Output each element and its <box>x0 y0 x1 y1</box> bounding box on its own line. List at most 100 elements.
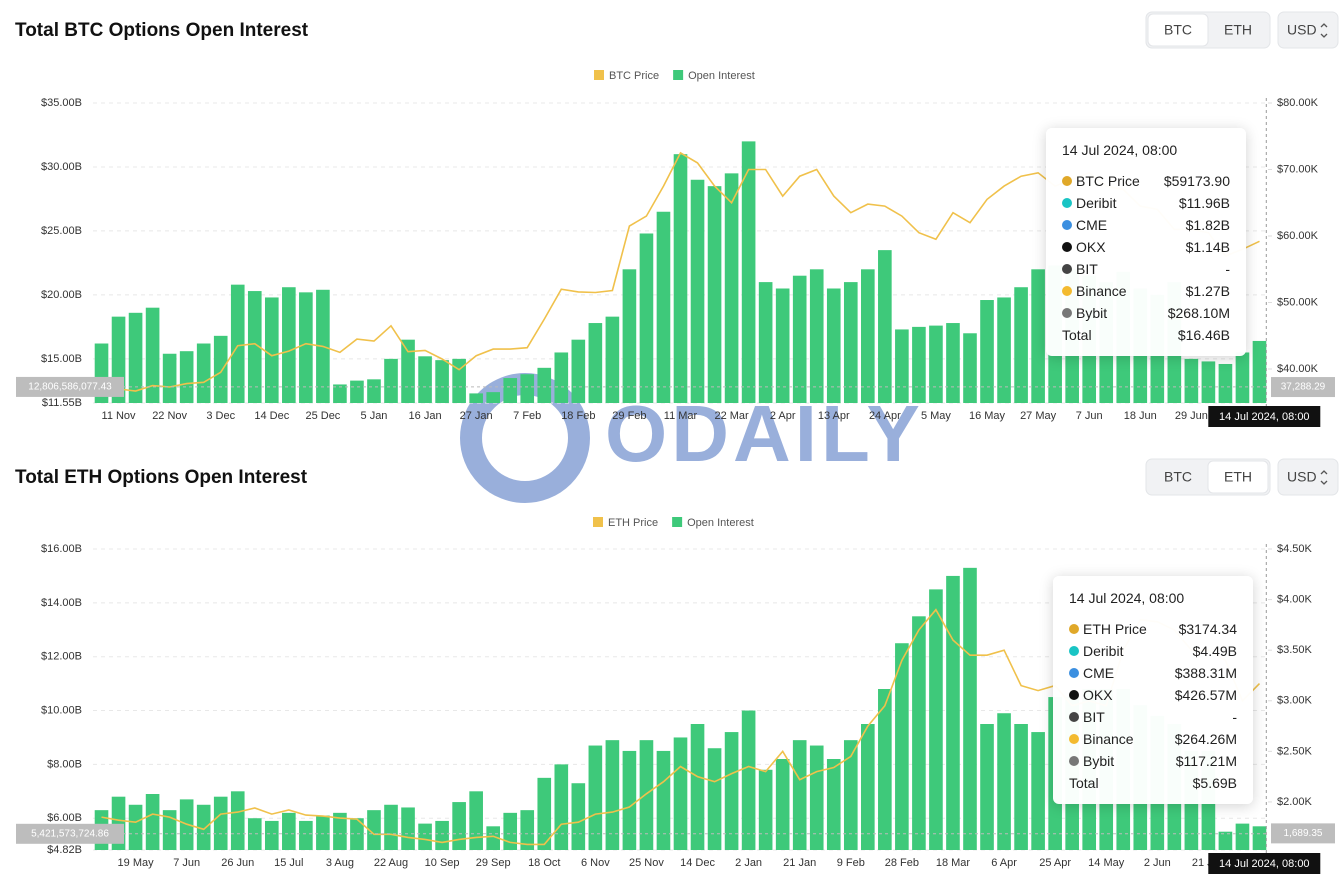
x-tick-label: 14 Dec <box>254 410 289 422</box>
bar <box>997 713 1011 850</box>
bar <box>384 358 398 403</box>
tooltip-row: BIT - <box>1062 258 1230 280</box>
bar <box>384 804 398 850</box>
x-tick-label: 6 Apr <box>991 857 1017 869</box>
y-tick-label: $20.00B <box>41 289 82 301</box>
x-tick-label: 28 Feb <box>885 857 919 869</box>
tooltip-row: OKX $1.14B <box>1062 236 1230 258</box>
tooltip-icon <box>1069 734 1079 744</box>
legend-label: Open Interest <box>687 517 754 529</box>
x-tick-label: 29 Jun <box>1175 410 1208 422</box>
x-tick-label: 25 Apr <box>1039 857 1071 869</box>
x-tick-label: 2 Jan <box>735 857 762 869</box>
tooltip-name: Binance <box>1083 731 1134 747</box>
tooltip-name: OKX <box>1076 239 1106 255</box>
x-tick-label: 25 Dec <box>305 410 340 422</box>
x-tick-label: 27 May <box>1020 410 1057 422</box>
bar <box>1014 287 1028 403</box>
x-tick-label: 15 Jul <box>274 857 303 869</box>
bar <box>792 275 807 403</box>
bar <box>1235 823 1250 850</box>
crosshair-x-box <box>1208 406 1321 427</box>
currency-select[interactable] <box>1277 11 1339 49</box>
coin-button[interactable]: BTC <box>1164 469 1192 485</box>
x-tick-label: 18 Jun <box>1124 410 1157 422</box>
tooltip-icon <box>1062 220 1072 230</box>
bar <box>963 567 977 850</box>
tooltip-row: BTC Price $59173.90 <box>1062 170 1230 192</box>
tooltip-value: $3174.34 <box>1178 621 1237 637</box>
tooltip-value: $59173.90 <box>1163 173 1230 189</box>
bar <box>128 312 143 403</box>
bar <box>299 292 313 403</box>
tooltip-icon <box>1062 264 1072 274</box>
tooltip-name: ETH Price <box>1083 621 1147 637</box>
bar <box>775 288 790 403</box>
tooltip-icon <box>1069 646 1079 656</box>
bar <box>571 783 586 850</box>
tooltip-value: $264.26M <box>1174 731 1237 747</box>
crosshair-x-label: 14 Jul 2024, 08:00 <box>1219 858 1310 870</box>
bar <box>452 358 466 403</box>
currency-select[interactable] <box>1277 458 1339 496</box>
y-tick-label: $12.00B <box>41 651 82 663</box>
x-tick-label: 7 Jun <box>173 857 200 869</box>
tooltip-name: Bybit <box>1076 305 1108 321</box>
tooltip-row: Bybit $117.21M <box>1069 750 1237 772</box>
bar <box>605 316 620 403</box>
tooltip-value: $4.49B <box>1192 643 1237 659</box>
tooltip-icon <box>1069 690 1079 700</box>
y2-tick-label: $3.50K <box>1277 644 1313 656</box>
x-tick-label: 27 Jan <box>460 410 493 422</box>
coin-button[interactable]: BTC <box>1164 22 1192 38</box>
tooltip-name: CME <box>1076 217 1108 233</box>
currency-label: USD <box>1287 22 1317 38</box>
bar <box>486 392 500 403</box>
bar <box>299 820 313 850</box>
tooltip-value: $1.27B <box>1185 283 1230 299</box>
bar <box>282 287 296 403</box>
x-tick-label: 5 May <box>921 410 951 422</box>
tooltip-value: $5.69B <box>1192 775 1237 791</box>
coin-button-active <box>1207 460 1269 494</box>
bar <box>690 179 705 403</box>
bar <box>1218 363 1233 403</box>
bar <box>145 307 160 403</box>
bar <box>230 284 245 403</box>
bar <box>282 812 296 850</box>
x-tick-label: 22 Aug <box>374 857 408 869</box>
crosshair-y-label: 5,421,573,724.86 <box>31 828 109 839</box>
coin-button[interactable]: ETH <box>1224 469 1252 485</box>
x-tick-label: 5 Jan <box>361 410 388 422</box>
bar <box>639 233 654 403</box>
bar <box>1184 358 1199 403</box>
bar <box>673 737 688 850</box>
tooltip-row: BIT - <box>1069 706 1237 728</box>
currency-label: USD <box>1287 469 1317 485</box>
bar <box>537 777 552 850</box>
bar <box>656 211 671 403</box>
bar <box>350 380 364 403</box>
bar <box>162 810 177 850</box>
tooltip-row: Binance $1.27B <box>1062 280 1230 302</box>
bar <box>401 807 415 850</box>
bar <box>333 812 347 850</box>
bar <box>656 750 671 850</box>
tooltip-row: Total $5.69B <box>1069 772 1237 794</box>
y-tick-label: $14.00B <box>41 597 82 609</box>
bar <box>622 269 637 403</box>
x-tick-label: 16 May <box>969 410 1006 422</box>
bar <box>162 353 177 403</box>
tooltip: 14 Jul 2024, 08:00 ETH Price $3174.34 Derib… <box>1053 576 1253 804</box>
x-tick-label: 9 Feb <box>837 857 865 869</box>
y2-tick-label: $60.00K <box>1277 230 1319 242</box>
x-tick-label: 26 Jun <box>221 857 254 869</box>
legend-swatch <box>673 70 684 80</box>
coin-button[interactable]: ETH <box>1224 22 1252 38</box>
tooltip-row: OKX $426.57M <box>1069 684 1237 706</box>
bar <box>435 820 449 850</box>
legend-label: ETH Price <box>608 517 658 529</box>
crosshair-y2-label: 1,689.35 <box>1284 828 1323 839</box>
x-tick-label: 7 Feb <box>513 410 541 422</box>
tooltip-row: Deribit $4.49B <box>1069 640 1237 662</box>
